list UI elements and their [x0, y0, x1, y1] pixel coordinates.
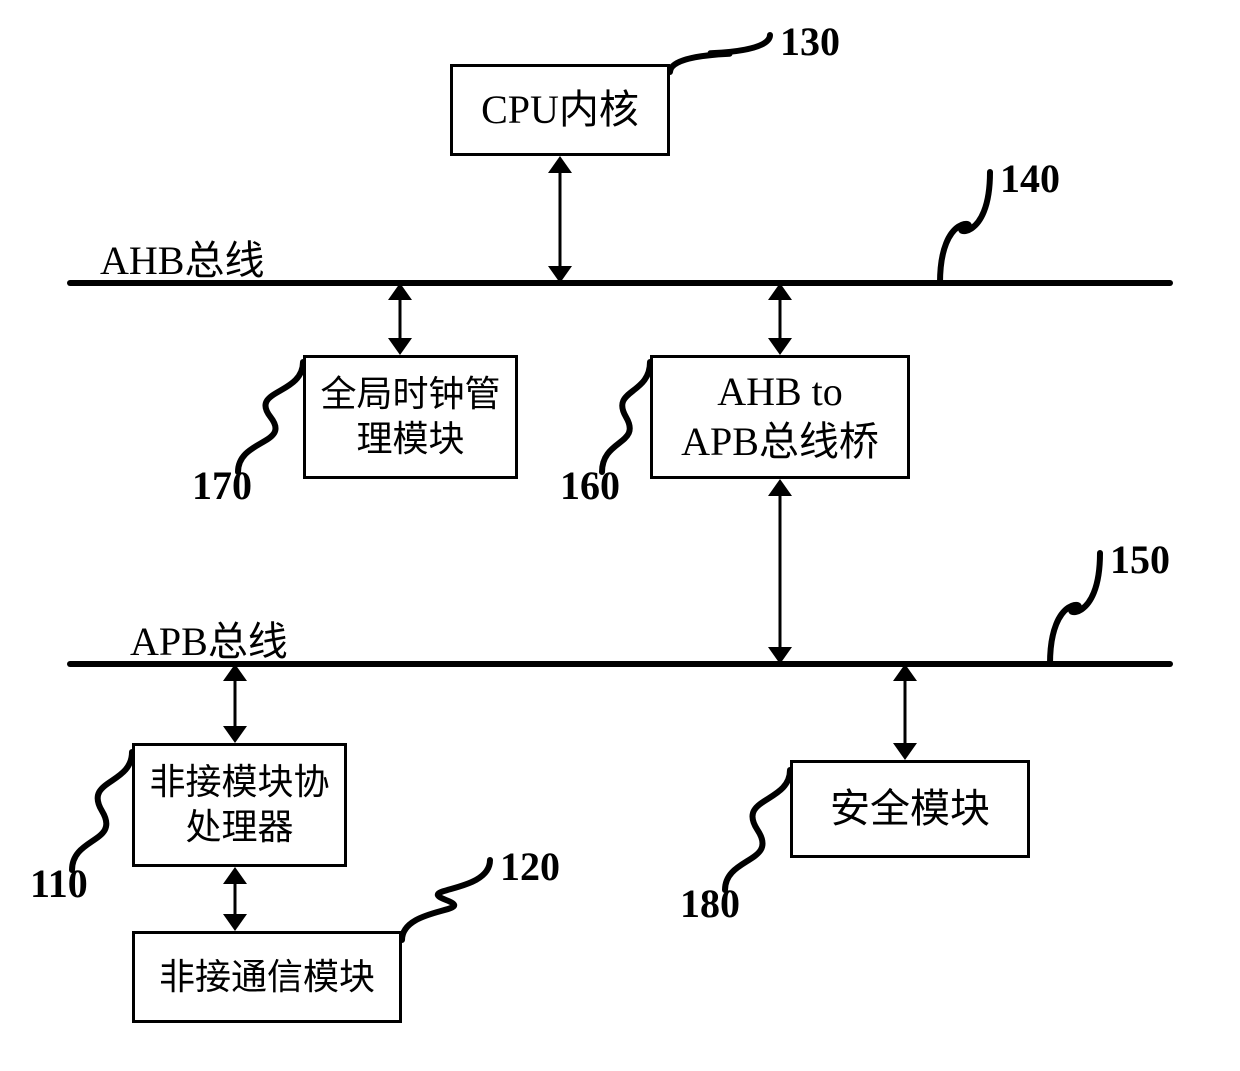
- bridge-callout: [602, 362, 650, 472]
- comm-callout: [402, 860, 490, 940]
- clock-to-ahb-head-down: [388, 338, 412, 355]
- cpu-ref: 130: [780, 18, 840, 65]
- clock-ref: 170: [192, 462, 252, 509]
- comm-ref: 120: [500, 843, 560, 890]
- coproc-to-comm-head-down: [223, 914, 247, 931]
- apb-bus-label: APB总线: [130, 609, 288, 667]
- bridge-to-ahb-head-down: [768, 338, 792, 355]
- clock-to-ahb-head-up: [388, 283, 412, 300]
- security-callout: [725, 770, 790, 890]
- coproc-callout: [72, 752, 132, 870]
- bridge-block: AHB toAPB总线桥: [650, 355, 910, 479]
- cpu-to-ahb-head-up: [548, 156, 572, 173]
- clock-callout: [238, 362, 303, 472]
- coproc-ref: 110: [30, 860, 88, 907]
- cpu-to-ahb-head-down: [548, 266, 572, 283]
- comm-block: 非接通信模块: [132, 931, 402, 1023]
- security-to-apb-head-up: [893, 664, 917, 681]
- diagram-stage: AHB总线 140 APB总线 150 CPU内核 130 全局时钟管理模块 170 AHB t…: [0, 0, 1240, 1071]
- coproc-block-label: 非接模块协处理器: [149, 760, 329, 850]
- security-block: 安全模块: [790, 760, 1030, 858]
- cpu-callout: [670, 35, 770, 72]
- bridge-ref: 160: [560, 462, 620, 509]
- ahb-bus-callout: [940, 172, 990, 283]
- apb-bus-callout: [1050, 553, 1100, 664]
- ahb-bus-label: AHB总线: [100, 228, 264, 286]
- comm-block-label: 非接通信模块: [159, 955, 375, 1000]
- coproc-block: 非接模块协处理器: [132, 743, 347, 867]
- bridge-block-label: AHB toAPB总线桥: [681, 367, 879, 467]
- coproc-to-apb-head-down: [223, 726, 247, 743]
- security-to-apb-head-down: [893, 743, 917, 760]
- bridge-to-ahb-head-up: [768, 283, 792, 300]
- clock-block: 全局时钟管理模块: [303, 355, 518, 479]
- security-ref: 180: [680, 880, 740, 927]
- bridge-to-apb-head-up: [768, 479, 792, 496]
- apb-bus-ref: 150: [1110, 536, 1170, 583]
- clock-block-label: 全局时钟管理模块: [320, 372, 500, 462]
- cpu-block: CPU内核: [450, 64, 670, 156]
- cpu-block-label: CPU内核: [481, 85, 639, 135]
- security-block-label: 安全模块: [830, 784, 990, 834]
- coproc-to-comm-head-up: [223, 867, 247, 884]
- ahb-bus-ref: 140: [1000, 155, 1060, 202]
- bridge-to-apb-head-down: [768, 647, 792, 664]
